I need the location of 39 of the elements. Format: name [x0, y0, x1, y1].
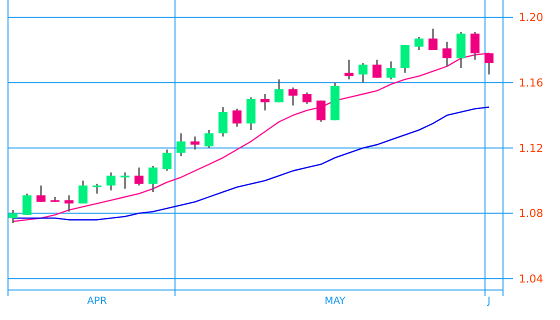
candlestick [8, 209, 18, 224]
candlestick [428, 28, 438, 51]
x-tick-label: APR [87, 296, 107, 307]
candlestick [176, 132, 186, 157]
candlestick [190, 136, 200, 150]
candlestick [372, 59, 382, 78]
candlestick [162, 148, 172, 172]
candlestick [484, 52, 494, 76]
candlestick [218, 106, 228, 138]
candlestick [148, 165, 158, 193]
candlestick [288, 86, 298, 106]
candlestick [204, 129, 214, 149]
candlestick [358, 62, 368, 84]
y-tick-label: 1.12 [518, 142, 544, 155]
candlestick [316, 100, 326, 123]
candlestick [36, 184, 46, 203]
candlestick [386, 60, 396, 80]
candlestick [470, 31, 480, 61]
y-tick-label: 1.16 [518, 76, 544, 90]
candlestick [92, 183, 102, 194]
candlestick [134, 166, 144, 186]
x-tick-label: J [486, 296, 490, 307]
candlestick [414, 36, 424, 51]
candlestick [106, 172, 116, 192]
y-tick-label: 1.08 [518, 207, 544, 220]
candlestick [302, 92, 312, 105]
x-tick-label: MAY [324, 296, 346, 307]
candlestick [344, 59, 354, 80]
y-tick-label: 1.04 [518, 272, 544, 286]
candlestick [120, 172, 130, 190]
candlestick [22, 192, 32, 216]
candlestick [78, 180, 88, 204]
candlestick [260, 93, 270, 112]
y-tick-label: 1.20 [518, 11, 544, 24]
candlestick [274, 78, 284, 103]
candlestick [400, 44, 410, 74]
candlestick [232, 108, 242, 128]
candlestick [64, 194, 74, 212]
candlestick [442, 41, 452, 68]
